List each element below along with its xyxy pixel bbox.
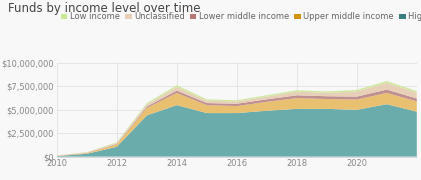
Legend: Low income, Unclassified, Lower middle income, Upper middle income, High income: Low income, Unclassified, Lower middle i… <box>57 9 421 25</box>
Text: Funds by income level over time: Funds by income level over time <box>8 2 201 15</box>
